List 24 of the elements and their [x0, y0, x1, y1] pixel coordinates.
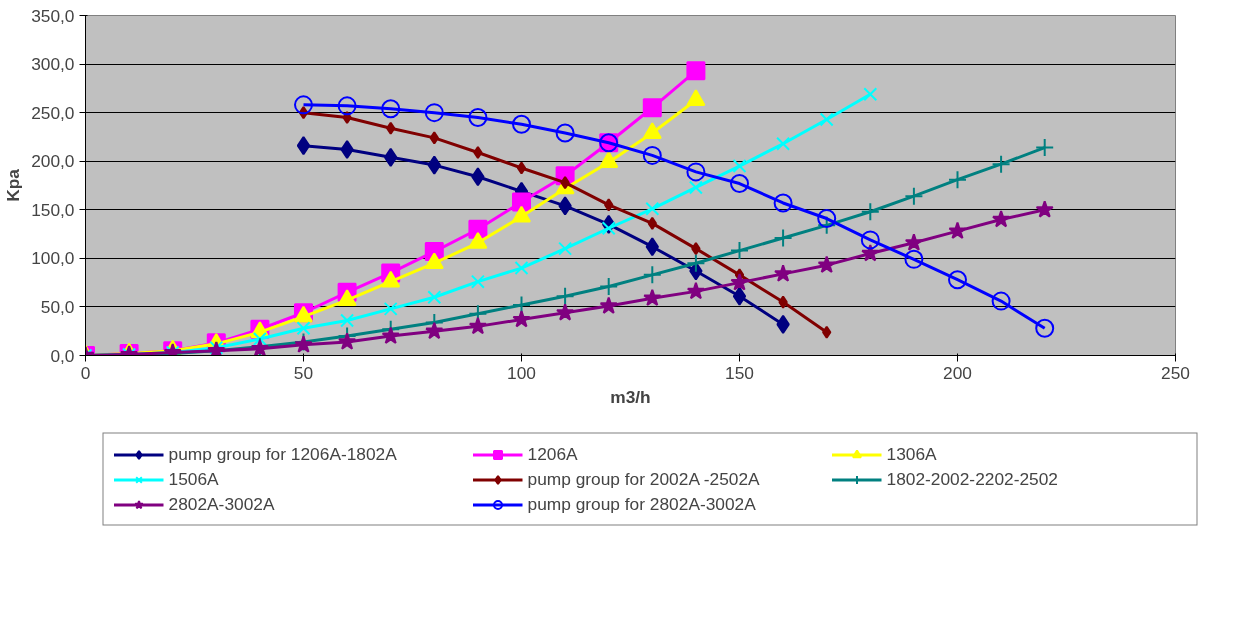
y-tick-label: 250,0: [31, 102, 75, 123]
legend-label: pump group for 2802A-3002A: [527, 493, 757, 515]
y-tick-label: 100,0: [31, 248, 75, 269]
x-tick-label: 250: [1161, 362, 1190, 383]
legend-label: pump group for 2002A -2502A: [527, 468, 761, 490]
legend-label: 1306A: [886, 443, 938, 465]
x-axis-title: m3/h: [610, 386, 651, 407]
y-axis-title: Kpa: [3, 168, 24, 202]
y-tick-label: 50,0: [40, 296, 75, 317]
y-tick-label: 350,0: [31, 5, 75, 26]
x-tick-label: 50: [293, 362, 314, 383]
y-tick-label: 300,0: [31, 54, 75, 75]
legend-label: pump group for 1206A-1802A: [168, 443, 398, 465]
y-tick-label: 200,0: [31, 151, 75, 172]
y-tick-label: 150,0: [31, 199, 75, 220]
legend-label: 1802-2002-2202-2502: [886, 468, 1059, 490]
legend-label: 1206A: [527, 443, 579, 465]
x-tick-label: 0: [80, 362, 91, 383]
legend-label: 2802A-3002A: [168, 493, 276, 515]
y-tick-label: 0,0: [50, 345, 75, 366]
x-tick-label: 150: [725, 362, 754, 383]
legend-label: 1506A: [168, 468, 220, 490]
x-tick-label: 100: [507, 362, 536, 383]
x-tick-label: 200: [943, 362, 972, 383]
